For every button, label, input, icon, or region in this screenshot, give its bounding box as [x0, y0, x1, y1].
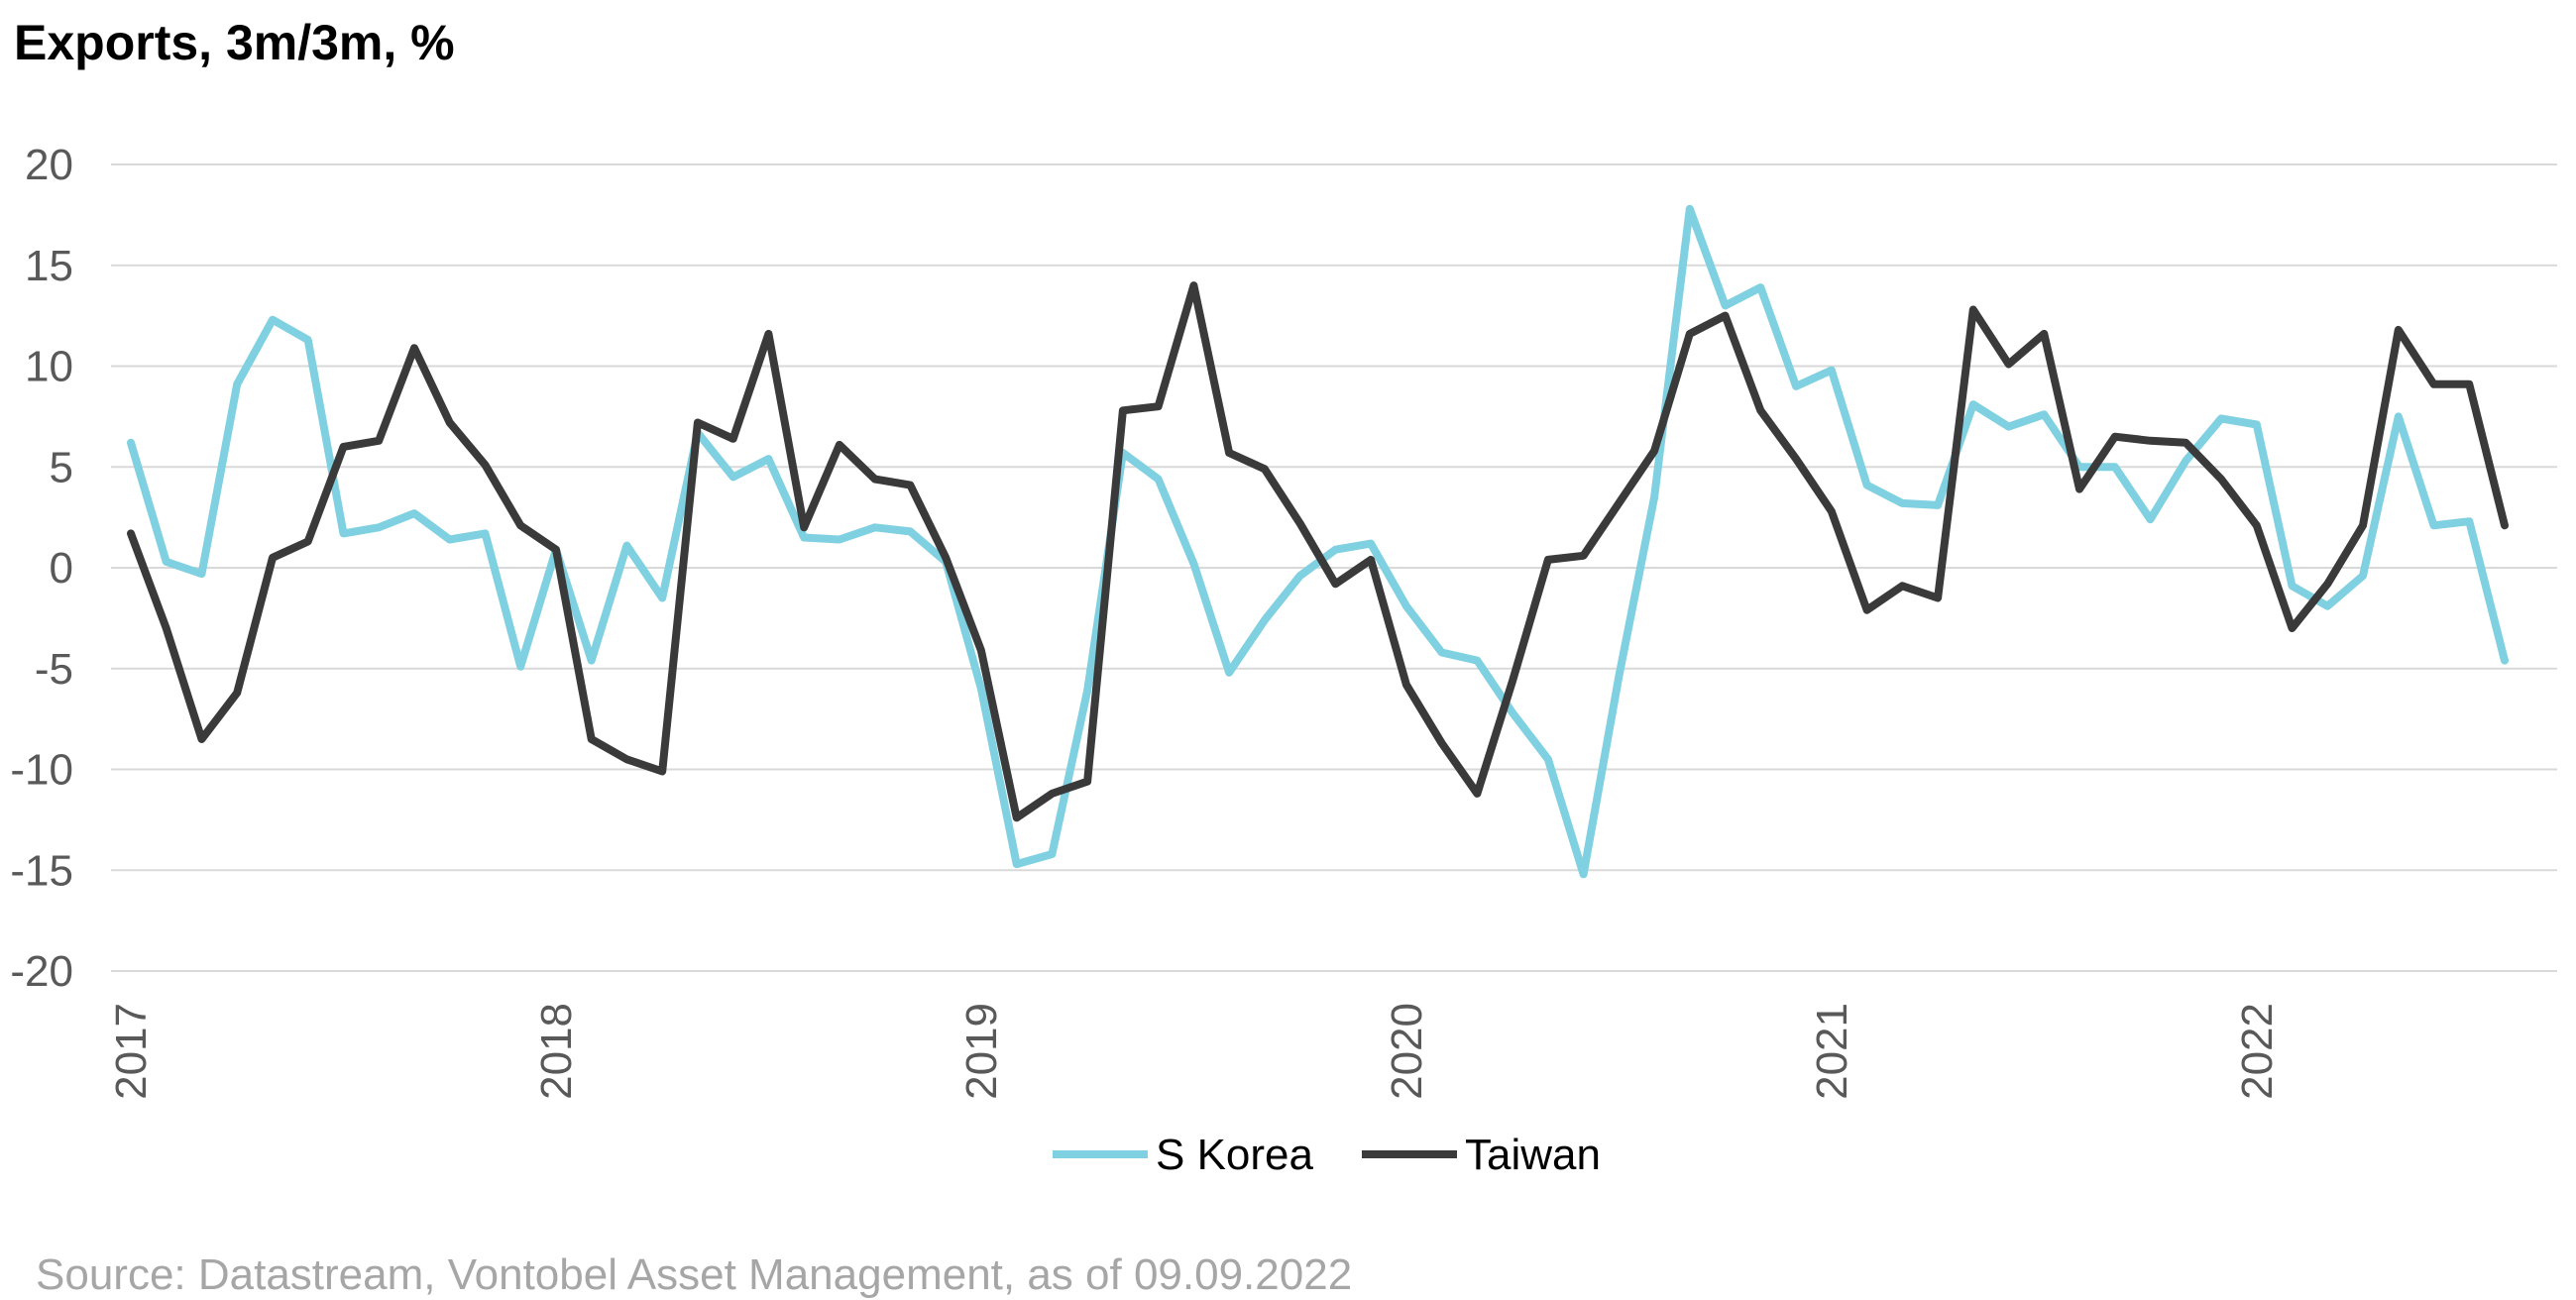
x-tick-label: 2021	[1808, 1003, 1856, 1100]
x-tick-label: 2022	[2233, 1003, 2282, 1100]
y-tick-label: -20	[10, 947, 73, 996]
x-tick-label: 2019	[957, 1003, 1006, 1100]
y-tick-label: -5	[35, 645, 73, 694]
legend-label-taiwan: Taiwan	[1465, 1131, 1601, 1179]
series-line-taiwan	[127, 281, 2509, 822]
gridlines	[111, 163, 2557, 972]
x-tick-label: 2017	[107, 1003, 156, 1100]
y-tick-label: -10	[10, 746, 73, 795]
series-lines	[127, 204, 2509, 879]
y-tick-label: 15	[25, 242, 73, 290]
series-line-s-korea	[127, 204, 2509, 879]
x-tick-label: 2020	[1383, 1003, 1431, 1100]
y-tick-label: 0	[50, 544, 73, 593]
y-tick-label: 10	[25, 343, 73, 391]
x-axis: 2017 2018 2019 2020 2021 2022	[107, 1003, 2282, 1100]
x-tick-label: 2018	[532, 1003, 581, 1100]
legend: S Korea Taiwan	[1053, 1131, 1601, 1179]
y-tick-label: 20	[25, 141, 73, 189]
y-axis: 20 15 10 5 0 -5 -10 -15 -20	[10, 141, 73, 996]
chart-title: Exports, 3m/3m, %	[14, 15, 455, 70]
source-note: Source: Datastream, Vontobel Asset Manag…	[36, 1250, 1353, 1299]
legend-label-s-korea: S Korea	[1156, 1131, 1314, 1179]
y-tick-label: -15	[10, 846, 73, 895]
y-tick-label: 5	[50, 443, 73, 491]
